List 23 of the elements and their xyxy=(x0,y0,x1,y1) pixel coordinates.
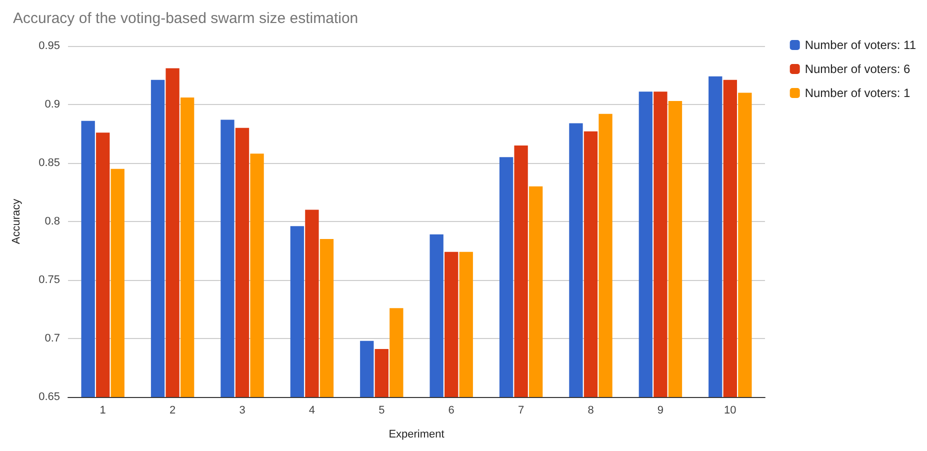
y-tick-label: 0.95 xyxy=(38,40,60,52)
y-tick-label: 0.9 xyxy=(44,98,60,110)
y-tick-label: 0.65 xyxy=(38,391,60,403)
x-tick-label: 4 xyxy=(308,404,316,416)
y-tick-label: 0.75 xyxy=(38,274,60,286)
x-tick-label: 7 xyxy=(518,404,524,416)
x-tick-label: 3 xyxy=(239,404,246,416)
legend-label: Number of voters: 11 xyxy=(804,38,916,52)
x-tick-label: 5 xyxy=(378,404,385,416)
y-tick-label: 0.85 xyxy=(38,157,60,169)
chart-title: Accuracy of the voting-based swarm size estimation xyxy=(13,10,358,27)
x-tick-label: 9 xyxy=(657,404,664,416)
y-tick-label: 0.8 xyxy=(44,216,60,228)
x-tick-label: 10 xyxy=(724,404,736,416)
y-axis-title: Accuracy xyxy=(10,198,22,244)
x-tick-label: 6 xyxy=(448,404,454,416)
legend-label: Number of voters: 1 xyxy=(804,86,911,100)
y-tick-label: 0.7 xyxy=(44,332,60,344)
x-tick-label: 2 xyxy=(169,404,176,416)
x-tick-label: 1 xyxy=(100,404,106,416)
x-axis-title: Experiment xyxy=(388,428,444,440)
x-tick-label: 8 xyxy=(588,404,594,416)
legend-label: Number of voters: 6 xyxy=(804,62,911,76)
